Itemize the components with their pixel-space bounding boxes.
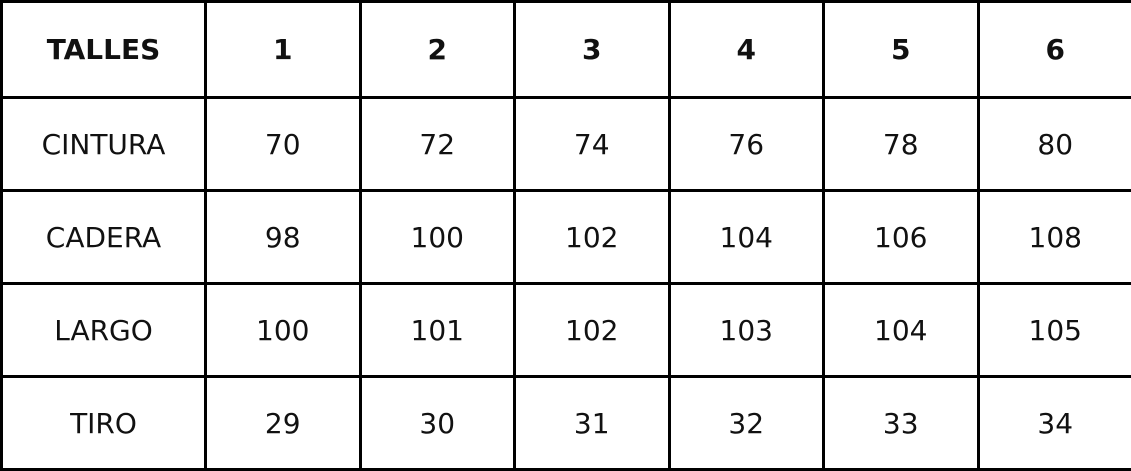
table-cell: 105 [978,284,1131,377]
table-cell: 31 [515,377,670,470]
table-cell: 108 [978,191,1131,284]
table-cell: 78 [824,98,979,191]
table-row: CINTURA 70 72 74 76 78 80 [2,98,1131,191]
table-cell: 104 [824,284,979,377]
table-cell: 101 [360,284,515,377]
table-cell: 100 [206,284,361,377]
table-cell: 70 [206,98,361,191]
row-label: TIRO [2,377,206,470]
row-label: LARGO [2,284,206,377]
table-cell: 72 [360,98,515,191]
table-row: CADERA 98 100 102 104 106 108 [2,191,1131,284]
row-label: CINTURA [2,98,206,191]
table-cell: 30 [360,377,515,470]
table-cell: 106 [824,191,979,284]
header-cell-talles: TALLES [2,2,206,98]
table-cell: 80 [978,98,1131,191]
table-cell: 100 [360,191,515,284]
table-cell: 29 [206,377,361,470]
table-cell: 102 [515,284,670,377]
table-cell: 104 [669,191,824,284]
table-cell: 98 [206,191,361,284]
table-cell: 34 [978,377,1131,470]
row-label: CADERA [2,191,206,284]
header-cell: 4 [669,2,824,98]
header-cell: 1 [206,2,361,98]
table-row: TIRO 29 30 31 32 33 34 [2,377,1131,470]
table-row: LARGO 100 101 102 103 104 105 [2,284,1131,377]
table-header-row: TALLES 1 2 3 4 5 6 [2,2,1131,98]
header-cell: 6 [978,2,1131,98]
table-cell: 33 [824,377,979,470]
table-cell: 102 [515,191,670,284]
table-cell: 74 [515,98,670,191]
header-cell: 3 [515,2,670,98]
table-cell: 103 [669,284,824,377]
header-cell: 2 [360,2,515,98]
header-cell: 5 [824,2,979,98]
table-cell: 76 [669,98,824,191]
table-cell: 32 [669,377,824,470]
